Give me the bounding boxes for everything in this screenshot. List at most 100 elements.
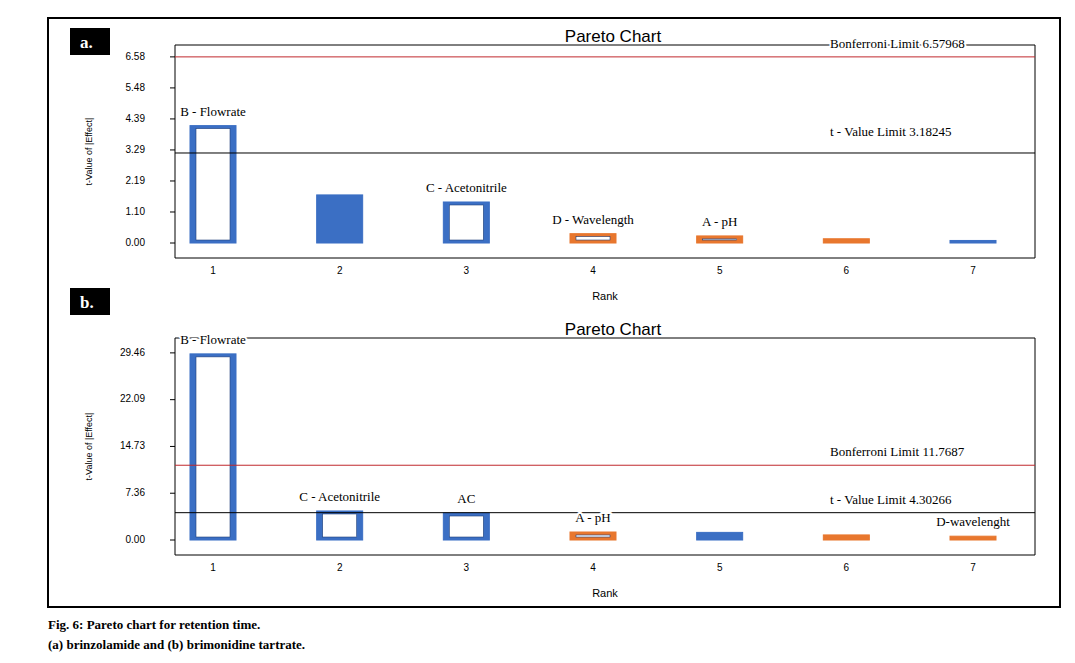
y-tick xyxy=(170,56,175,57)
reference-line xyxy=(175,465,1035,466)
bar-label: D - Wavelength xyxy=(552,212,634,227)
chart-title: Pareto Chart xyxy=(565,320,662,339)
bar-inner xyxy=(576,237,610,240)
bar xyxy=(823,239,869,243)
plot-marks xyxy=(175,354,1035,540)
bar-label: AC xyxy=(457,491,475,506)
bar-inner xyxy=(576,535,610,537)
x-tick-label: 4 xyxy=(590,562,596,573)
y-tick-label: 14.73 xyxy=(120,440,145,451)
x-tick-label: 5 xyxy=(717,562,723,573)
y-tick xyxy=(170,211,175,212)
chart-title: Pareto Chart xyxy=(565,27,662,46)
x-axis-line xyxy=(175,555,1035,556)
caption-title: Fig. 6: Pareto chart for retention time. xyxy=(48,617,260,632)
x-tick-label: 3 xyxy=(464,562,470,573)
y-tick-label: 6.58 xyxy=(126,51,146,62)
plot-frame xyxy=(1035,45,1036,258)
bar xyxy=(443,202,489,243)
bar-inner xyxy=(703,239,737,240)
figure: 0.00 1.10 2.19 3.29 4.39 5.48 6.58 1 2 3 4 5 6 7 Paret… xyxy=(0,0,1075,663)
x-axis-line xyxy=(175,258,1035,259)
plot-frame xyxy=(1035,338,1036,555)
x-tick-label: 6 xyxy=(844,265,850,276)
bar xyxy=(190,126,236,243)
reference-label: Bonferroni Limit 6.57968 xyxy=(830,36,965,51)
reference-label: Bonferroni Limit 11.7687 xyxy=(830,444,965,459)
y-tick xyxy=(170,87,175,88)
panel-label: b. xyxy=(80,293,94,312)
x-tick-label: 6 xyxy=(844,562,850,573)
y-axis-title: t-Value of |Effect| xyxy=(84,413,94,481)
x-tick-label: 5 xyxy=(717,265,723,276)
bar xyxy=(317,195,363,243)
x-tick-label: 4 xyxy=(590,265,596,276)
bar xyxy=(317,511,363,540)
x-tick-label: 7 xyxy=(970,562,976,573)
x-axis-title: Rank xyxy=(592,587,618,599)
bar xyxy=(190,354,236,540)
bar xyxy=(570,234,616,243)
bar-label: C - Acetonitrile xyxy=(299,489,380,504)
background xyxy=(0,0,1075,663)
y-tick-label: 22.09 xyxy=(120,393,145,404)
bar-label: B - Flowrate xyxy=(180,332,246,347)
bar xyxy=(697,236,743,243)
x-tick-label: 7 xyxy=(970,265,976,276)
y-tick-label: 0.00 xyxy=(126,237,146,248)
y-tick-label: 3.29 xyxy=(126,144,146,155)
y-tick xyxy=(170,446,175,447)
bar xyxy=(443,513,489,540)
panel-label-box xyxy=(70,288,110,315)
bar xyxy=(950,240,996,243)
bar-label: A - pH xyxy=(575,510,610,525)
bar-inner xyxy=(449,516,483,537)
bar-label: D-wavelenght xyxy=(936,514,1010,529)
y-tick-label: 4.39 xyxy=(126,113,146,124)
y-tick-label: 7.36 xyxy=(126,487,146,498)
y-tick xyxy=(170,493,175,494)
y-tick xyxy=(170,399,175,400)
bar-inner xyxy=(449,205,483,240)
bar xyxy=(570,532,616,540)
y-tick-label: 5.48 xyxy=(126,82,146,93)
y-tick-label: 29.46 xyxy=(120,347,145,358)
y-axis-line xyxy=(175,45,176,258)
x-axis-title: Rank xyxy=(592,290,618,302)
bar-label: A - pH xyxy=(702,214,737,229)
figure-border xyxy=(48,18,1060,607)
bar xyxy=(823,535,869,540)
caption-subtitle: (a) brinzolamide and (b) brimonidine tar… xyxy=(48,637,305,652)
panel-label-box xyxy=(70,28,110,55)
plot-marks xyxy=(175,57,1035,243)
y-tick xyxy=(170,352,175,353)
bar xyxy=(697,532,743,540)
y-tick xyxy=(170,149,175,150)
bar-inner xyxy=(196,129,230,240)
x-tick-label: 1 xyxy=(210,265,216,276)
x-tick-label: 2 xyxy=(337,562,343,573)
y-tick xyxy=(170,540,175,541)
reference-label: t - Value Limit 4.30266 xyxy=(830,492,952,507)
pareto-chart: 0.00 7.36 14.73 22.09 29.46 1 2 3 4 5 6 7 Pareto Cha… xyxy=(70,288,1035,599)
reference-label: t - Value Limit 3.18245 xyxy=(830,124,951,139)
y-axis-title: t-Value of |Effect| xyxy=(84,118,94,186)
y-tick-label: 1.10 xyxy=(126,206,146,217)
panel-label: a. xyxy=(80,33,93,52)
y-tick-label: 0.00 xyxy=(126,534,146,545)
y-tick xyxy=(170,180,175,181)
bar-label: C - Acetonitrile xyxy=(426,180,507,195)
bar-inner xyxy=(196,357,230,537)
x-tick-label: 3 xyxy=(464,265,470,276)
y-tick xyxy=(170,118,175,119)
bar xyxy=(950,536,996,540)
y-tick-label: 2.19 xyxy=(126,175,146,186)
pareto-chart: 0.00 1.10 2.19 3.29 4.39 5.48 6.58 1 2 3 4 5 6 7 Paret… xyxy=(70,27,1035,302)
x-tick-label: 1 xyxy=(210,562,216,573)
bar-label: B - Flowrate xyxy=(180,104,246,119)
x-tick-label: 2 xyxy=(337,265,343,276)
bar-inner xyxy=(323,514,357,537)
reference-line xyxy=(175,56,1035,57)
y-tick xyxy=(170,243,175,244)
reference-line xyxy=(175,152,1035,153)
